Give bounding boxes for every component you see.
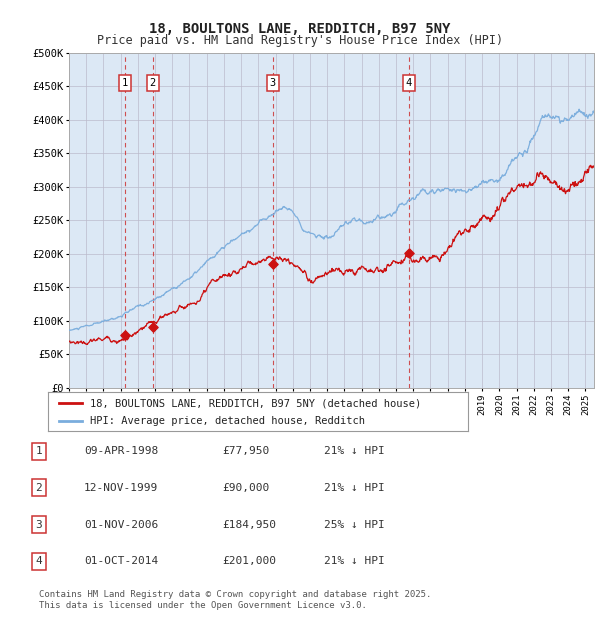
Point: [404, 248, 414, 258]
Text: 1: 1: [122, 78, 128, 88]
Text: 01-NOV-2006: 01-NOV-2006: [84, 520, 158, 529]
Text: £90,000: £90,000: [222, 483, 269, 493]
Text: 21% ↓ HPI: 21% ↓ HPI: [324, 556, 385, 566]
Text: 01-OCT-2014: 01-OCT-2014: [84, 556, 158, 566]
Text: 2: 2: [35, 483, 43, 493]
Text: 12-NOV-1999: 12-NOV-1999: [84, 483, 158, 493]
Text: 25% ↓ HPI: 25% ↓ HPI: [324, 520, 385, 529]
Text: £77,950: £77,950: [222, 446, 269, 456]
Text: HPI: Average price, detached house, Redditch: HPI: Average price, detached house, Redd…: [90, 416, 365, 426]
Text: 18, BOULTONS LANE, REDDITCH, B97 5NY: 18, BOULTONS LANE, REDDITCH, B97 5NY: [149, 22, 451, 36]
Text: £184,950: £184,950: [222, 520, 276, 529]
Text: 4: 4: [406, 78, 412, 88]
Text: 21% ↓ HPI: 21% ↓ HPI: [324, 483, 385, 493]
Text: Price paid vs. HM Land Registry's House Price Index (HPI): Price paid vs. HM Land Registry's House …: [97, 34, 503, 46]
Text: 4: 4: [35, 556, 43, 566]
Text: 09-APR-1998: 09-APR-1998: [84, 446, 158, 456]
Point: [148, 322, 158, 332]
Text: 2: 2: [150, 78, 156, 88]
Text: 3: 3: [35, 520, 43, 529]
Text: 21% ↓ HPI: 21% ↓ HPI: [324, 446, 385, 456]
Point: [268, 259, 277, 268]
Text: £201,000: £201,000: [222, 556, 276, 566]
Text: 3: 3: [269, 78, 276, 88]
Text: Contains HM Land Registry data © Crown copyright and database right 2025.
This d: Contains HM Land Registry data © Crown c…: [39, 590, 431, 609]
Text: 18, BOULTONS LANE, REDDITCH, B97 5NY (detached house): 18, BOULTONS LANE, REDDITCH, B97 5NY (de…: [90, 398, 421, 408]
Text: 1: 1: [35, 446, 43, 456]
Point: [121, 330, 130, 340]
